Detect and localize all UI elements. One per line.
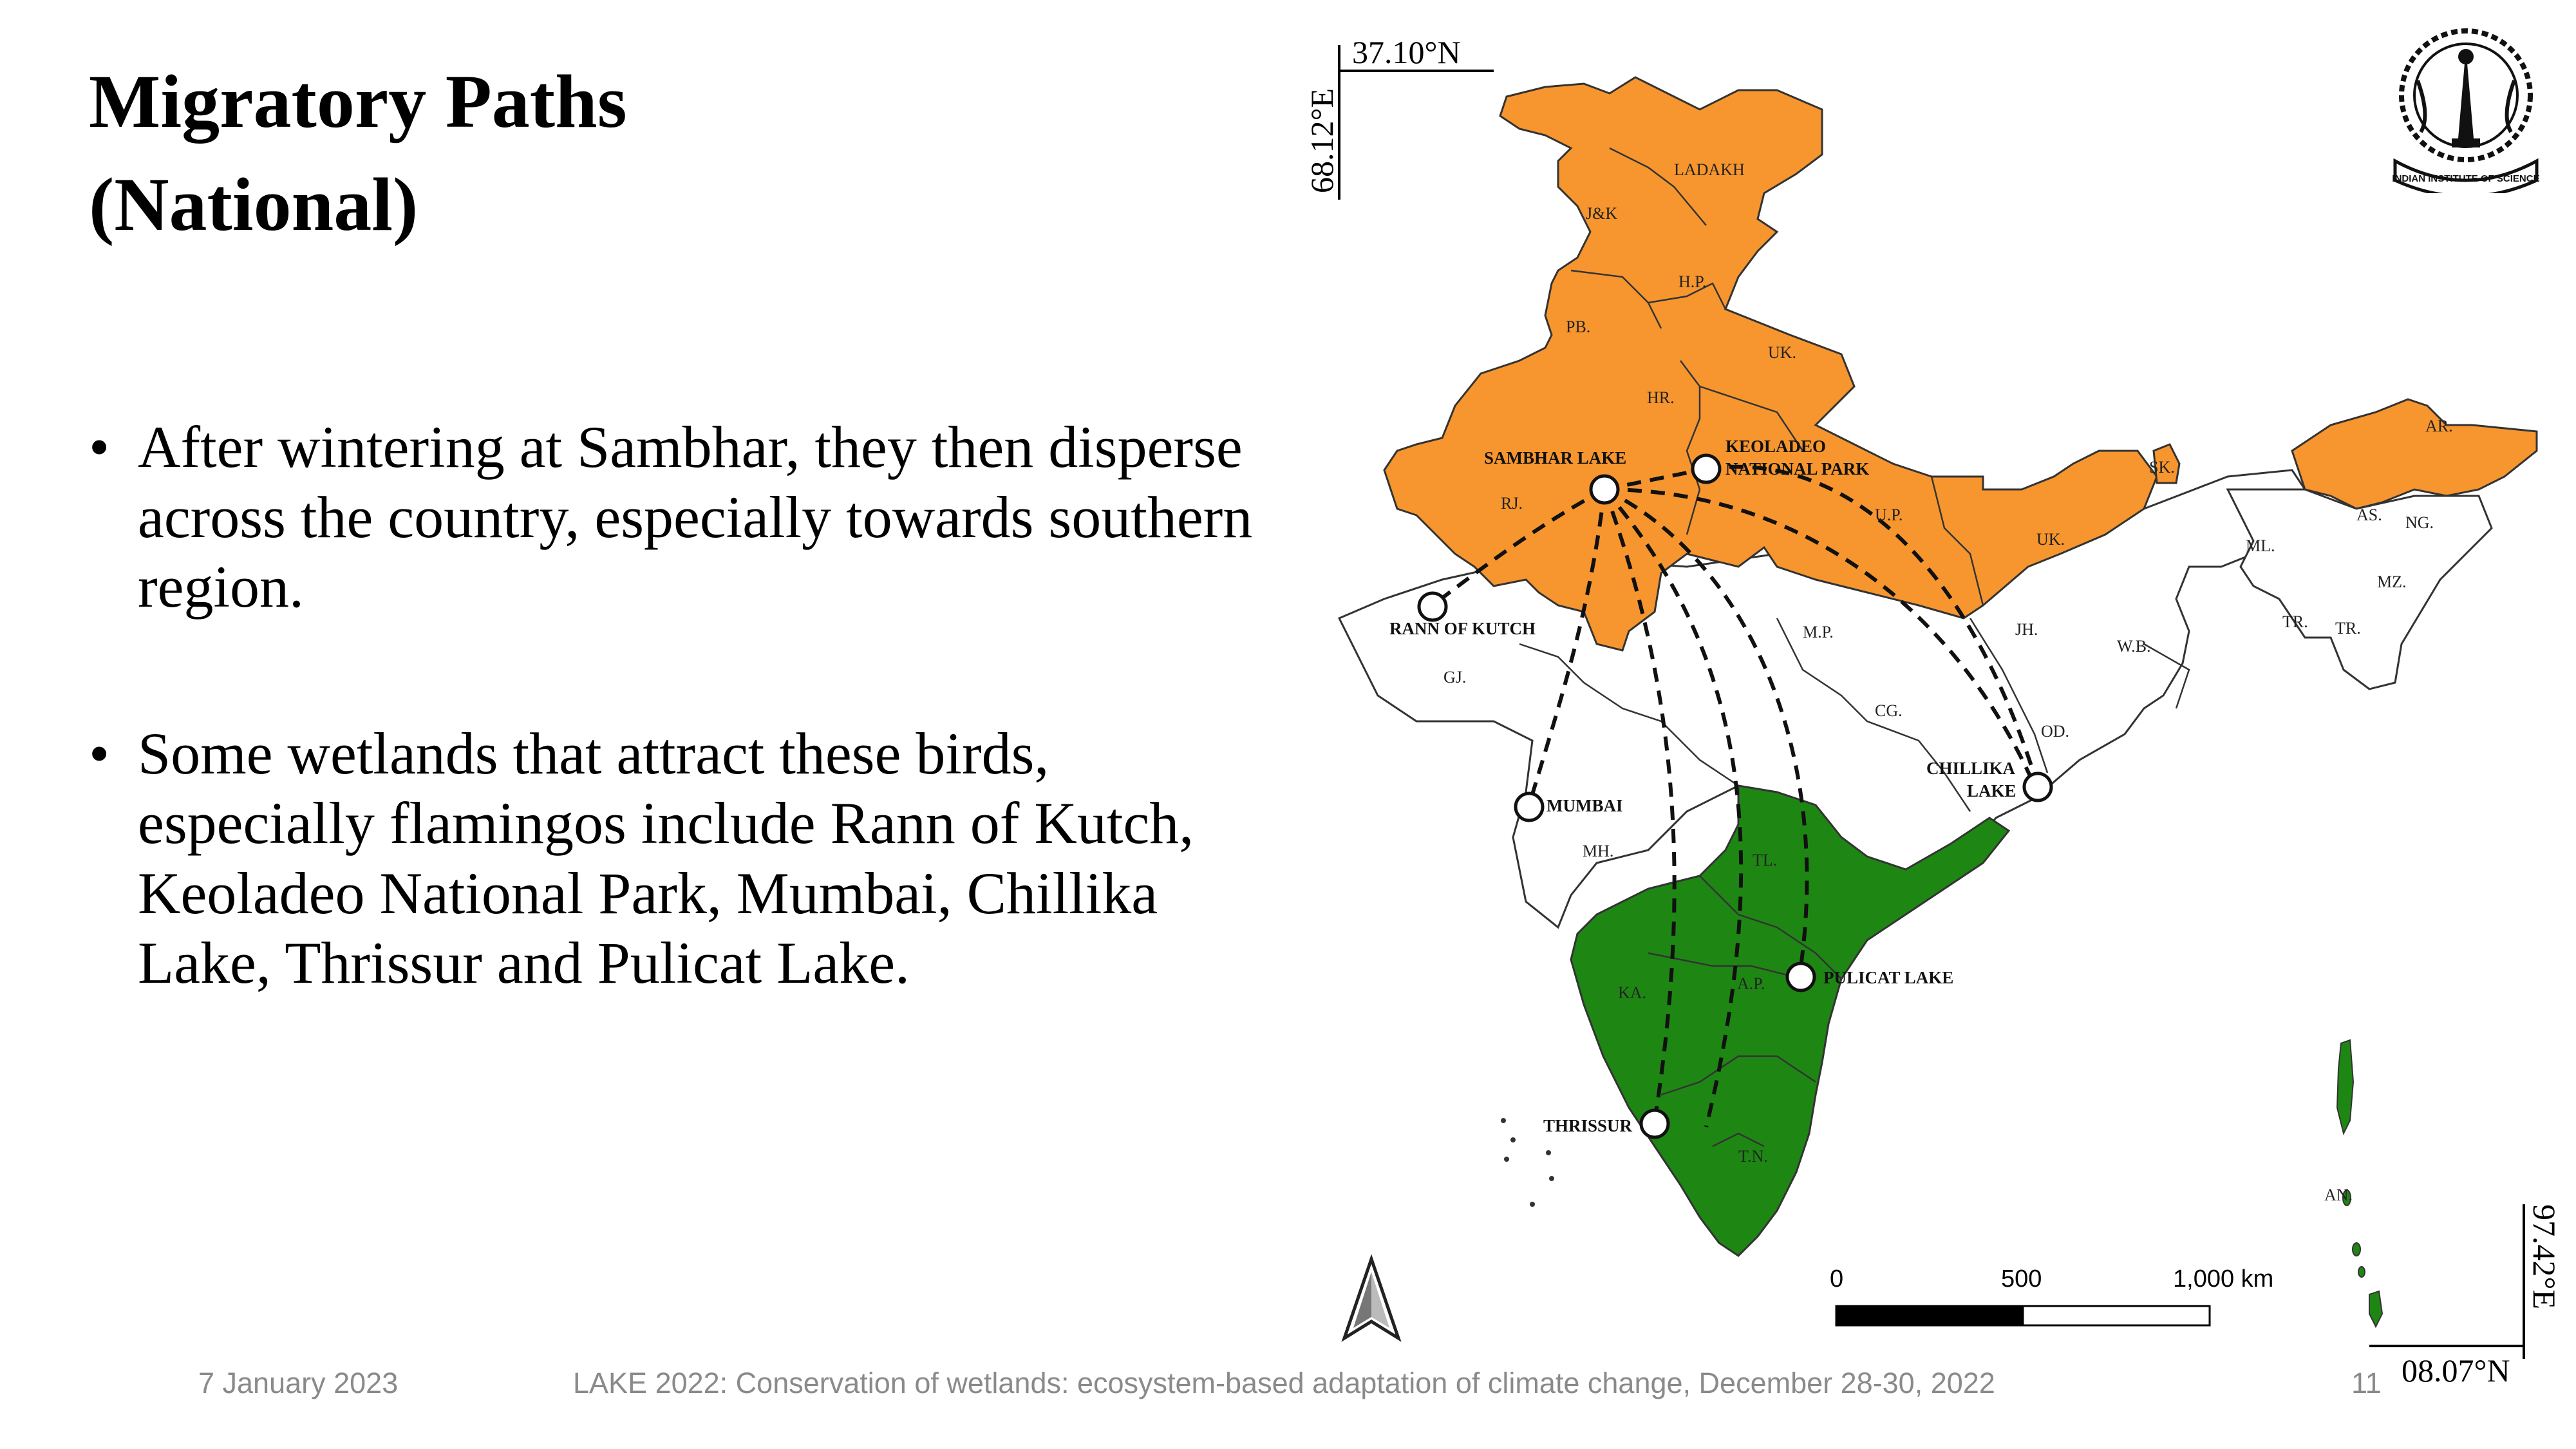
site-marker-chillika — [2022, 772, 2053, 802]
bullet-list: • After wintering at Sambhar, they then d… — [89, 412, 1286, 1095]
site-label-keoladeo-2: NATIONAL PARK — [1725, 459, 1869, 478]
site-label-pulicat: PULICAT LAKE — [1823, 968, 1953, 987]
site-marker-mumbai — [1514, 791, 1545, 822]
bullet-item: • Some wetlands that attract these birds,… — [89, 719, 1286, 998]
site-label-rann: RANN OF KUTCH — [1389, 619, 1536, 638]
state-label: TL. — [1753, 851, 1777, 869]
bullet-dot: • — [89, 414, 110, 480]
state-label: NG. — [2405, 513, 2434, 532]
lakshadweep-islands — [1501, 1118, 1554, 1207]
region-sikkim — [2152, 443, 2181, 484]
scale-tick-0: 0 — [1830, 1265, 1843, 1293]
site-marker-thrissur — [1639, 1108, 1670, 1139]
state-label: LADAKH — [1674, 160, 1745, 179]
state-label: AR. — [2425, 417, 2453, 435]
india-map: 37.10°N 68.12°E 97.42°E 08.07°N — [1288, 19, 2576, 1385]
state-label: UK. — [1768, 343, 1796, 362]
footer-date: 7 January 2023 — [198, 1367, 399, 1399]
state-label: T.N. — [1738, 1147, 1768, 1166]
coordinate-frame — [1338, 45, 2525, 1359]
region-north-west — [1383, 76, 2158, 652]
footer-event: LAKE 2022: Conservation of wetlands: eco… — [573, 1367, 1995, 1399]
logo-text: INDIAN INSTITUTE OF SCIENCE — [2392, 173, 2539, 184]
site-label-chillika-1: CHILLIKA — [1926, 759, 2016, 778]
state-label: U.P. — [1875, 506, 1903, 524]
footer-page-number: 11 — [2351, 1367, 2382, 1399]
state-label: TR. — [2335, 619, 2361, 638]
bullet-item: • After wintering at Sambhar, they then d… — [89, 412, 1286, 622]
state-label: MH. — [1583, 842, 1613, 860]
state-label: UK. — [2036, 530, 2065, 549]
state-label: SK. — [2149, 458, 2175, 477]
coord-left-lon: 68.12°E — [1304, 88, 1340, 193]
state-label: J&K — [1586, 204, 1617, 223]
state-label: A.P. — [1737, 974, 1765, 993]
site-marker-sambhar — [1589, 474, 1620, 505]
state-label: ML. — [2246, 536, 2275, 555]
bullet-dot: • — [89, 720, 110, 786]
scale-tick-2: 1,000 km — [2173, 1265, 2273, 1293]
site-marker-keoladeo — [1691, 453, 1722, 484]
state-label: OD. — [2041, 722, 2069, 741]
bullet-text: Some wetlands that attract these birds, … — [138, 720, 1194, 996]
site-marker-pulicat — [1785, 961, 1816, 992]
andaman-islands — [2336, 1039, 2383, 1329]
bullet-text: After wintering at Sambhar, they then di… — [138, 414, 1253, 620]
state-label: HR. — [1647, 388, 1675, 407]
state-label: JH. — [2015, 620, 2038, 639]
coord-bottom-lat: 08.07°N — [2402, 1352, 2510, 1385]
coord-top-lat: 37.10°N — [1352, 34, 1461, 70]
region-south — [1570, 784, 2011, 1257]
site-marker-rann — [1417, 591, 1448, 622]
coord-right-lon: 97.42°E — [2526, 1204, 2562, 1309]
state-borders — [1519, 147, 2190, 1148]
state-label: TR. — [2282, 612, 2308, 631]
scale-tick-1: 500 — [2001, 1265, 2042, 1293]
site-label-thrissur: THRISSUR — [1543, 1116, 1633, 1135]
site-label-chillika-2: LAKE — [1967, 781, 2017, 800]
state-label: RJ. — [1501, 494, 1523, 513]
region-north-east — [2226, 488, 2493, 690]
state-label: CG. — [1875, 701, 1903, 720]
state-labels: LADAKH J&K H.P. PB. UK. HR. RJ. U.P. UK.… — [1443, 160, 2453, 1204]
scale-bar: 0 500 1,000 km — [1830, 1265, 2273, 1327]
state-label: PB. — [1566, 317, 1590, 336]
north-arrow-icon — [1341, 1254, 1402, 1342]
state-label: MZ. — [2377, 573, 2407, 591]
iisc-emblem-icon: INDIAN INSTITUTE OF SCIENCE — [2382, 19, 2550, 198]
state-label: M.P. — [1803, 623, 1834, 641]
state-label: KA. — [1618, 983, 1646, 1002]
state-label: H.P. — [1678, 272, 1706, 291]
site-label-keoladeo-1: KEOLADEO — [1725, 437, 1826, 456]
state-label: GJ. — [1443, 668, 1466, 687]
site-markers — [1417, 453, 2053, 1139]
site-label-sambhar: SAMBHAR LAKE — [1484, 448, 1626, 468]
state-label: AS. — [2356, 506, 2382, 524]
state-label: AN. — [2324, 1186, 2353, 1204]
site-label-mumbai: MUMBAI — [1547, 796, 1622, 815]
state-label: W.B. — [2117, 637, 2151, 656]
migration-paths — [1431, 464, 2040, 1128]
slide-title: Migratory Paths (National) — [89, 59, 627, 247]
region-arunachal — [2291, 398, 2538, 510]
